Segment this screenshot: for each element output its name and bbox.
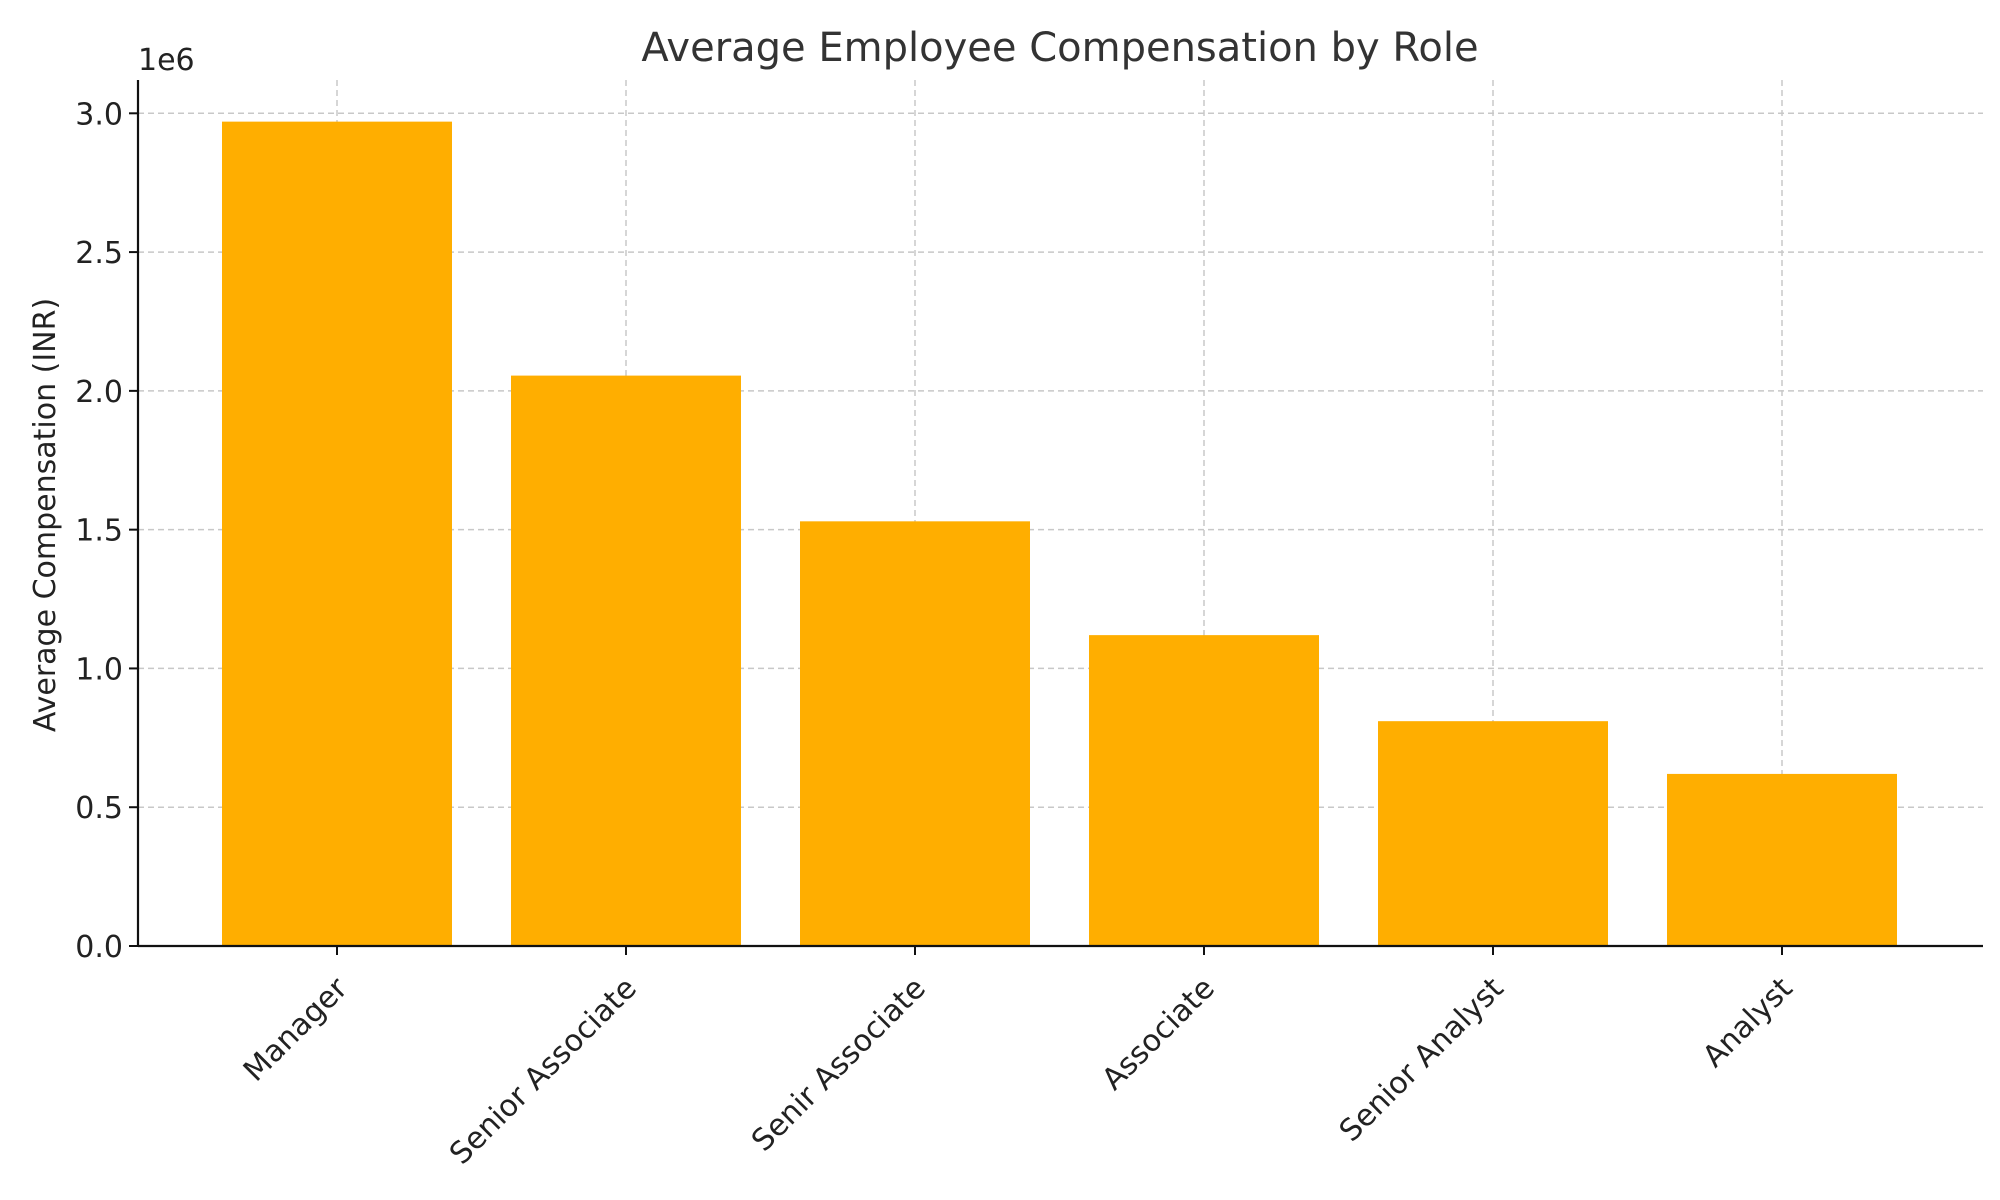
x-tick-label: Manager (237, 970, 355, 1088)
y-axis-offset-label: 1e6 (138, 43, 195, 78)
x-tick-label: Analyst (1696, 971, 1800, 1075)
bar-associate (1089, 635, 1319, 946)
y-tick-label: 0.0 (75, 930, 123, 965)
y-tick-label: 2.0 (75, 375, 123, 410)
bar-layer (222, 121, 1897, 946)
bar-analyst (1667, 773, 1897, 946)
y-tick-label: 1.0 (75, 652, 123, 687)
y-tick-label: 0.5 (75, 791, 123, 826)
bar-senior-analyst (1378, 721, 1608, 946)
y-tick-label: 1.5 (75, 514, 123, 549)
x-tick-label: Senior Analyst (1333, 971, 1511, 1149)
bar-manager (222, 121, 452, 946)
x-tick-label: Senir Associate (745, 971, 933, 1159)
y-tick-label: 3.0 (75, 97, 123, 132)
x-tick-label: Senior Associate (443, 971, 644, 1172)
bar-senir-associate (800, 521, 1030, 946)
y-tick-label: 2.5 (75, 236, 123, 271)
bar-senior-associate (511, 375, 741, 946)
chart-title: Average Employee Compensation by Role (641, 25, 1478, 71)
y-axis-label: Average Compensation (INR) (28, 298, 63, 732)
x-tick-label: Associate (1095, 971, 1221, 1097)
